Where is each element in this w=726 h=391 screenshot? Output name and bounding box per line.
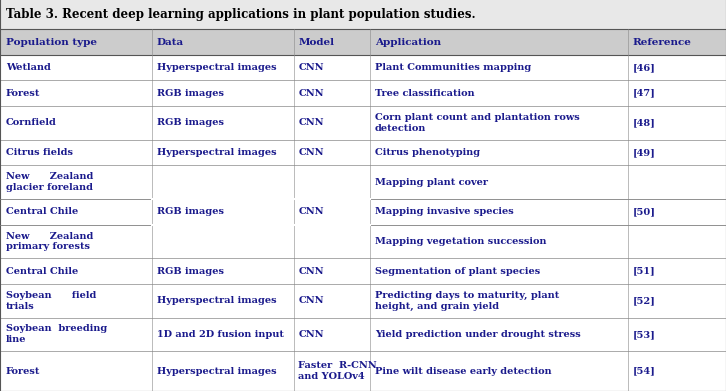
Text: Population type: Population type <box>6 38 97 47</box>
Text: CNN: CNN <box>298 148 324 157</box>
Text: Yield prediction under drought stress: Yield prediction under drought stress <box>375 330 580 339</box>
Text: Data: Data <box>157 38 184 47</box>
Text: Central Chile: Central Chile <box>6 207 78 216</box>
Text: Cornfield: Cornfield <box>6 118 57 127</box>
Text: [47]: [47] <box>632 89 656 98</box>
Text: Wetland: Wetland <box>6 63 51 72</box>
Text: Mapping invasive species: Mapping invasive species <box>375 207 513 216</box>
Text: Application: Application <box>375 38 441 47</box>
Text: RGB images: RGB images <box>157 118 224 127</box>
Text: [48]: [48] <box>632 118 656 127</box>
Bar <box>0 0 726 29</box>
Text: Faster  R-CNN
and YOLOv4: Faster R-CNN and YOLOv4 <box>298 361 377 381</box>
Text: Mapping plant cover: Mapping plant cover <box>375 178 488 187</box>
Text: New      Zealand
glacier foreland: New Zealand glacier foreland <box>6 172 93 192</box>
Text: CNN: CNN <box>298 63 324 72</box>
Text: Soybean  breeding
line: Soybean breeding line <box>6 325 107 344</box>
Text: Hyperspectral images: Hyperspectral images <box>157 63 277 72</box>
Text: Mapping vegetation succession: Mapping vegetation succession <box>375 237 546 246</box>
Text: [51]: [51] <box>632 267 655 276</box>
Text: RGB images: RGB images <box>157 89 224 98</box>
Text: [52]: [52] <box>632 296 656 305</box>
Text: New      Zealand
primary forests: New Zealand primary forests <box>6 231 93 251</box>
Text: [50]: [50] <box>632 207 656 216</box>
Text: CNN: CNN <box>298 118 324 127</box>
Text: CNN: CNN <box>298 330 324 339</box>
Text: Soybean      field
trials: Soybean field trials <box>6 291 96 310</box>
Text: CNN: CNN <box>298 89 324 98</box>
Text: RGB images: RGB images <box>157 207 224 216</box>
Text: Corn plant count and plantation rows
detection: Corn plant count and plantation rows det… <box>375 113 579 133</box>
Text: Forest: Forest <box>6 367 40 376</box>
Text: CNN: CNN <box>298 207 324 216</box>
Text: Hyperspectral images: Hyperspectral images <box>157 367 277 376</box>
Text: Tree classification: Tree classification <box>375 89 474 98</box>
Text: [46]: [46] <box>632 63 656 72</box>
Text: Forest: Forest <box>6 89 40 98</box>
Text: Citrus phenotyping: Citrus phenotyping <box>375 148 480 157</box>
Text: Plant Communities mapping: Plant Communities mapping <box>375 63 531 72</box>
Text: 1D and 2D fusion input: 1D and 2D fusion input <box>157 330 284 339</box>
Text: [49]: [49] <box>632 148 656 157</box>
Text: [53]: [53] <box>632 330 656 339</box>
Bar <box>0 29 726 55</box>
Text: Reference: Reference <box>632 38 691 47</box>
Text: Hyperspectral images: Hyperspectral images <box>157 148 277 157</box>
Text: Central Chile: Central Chile <box>6 267 78 276</box>
Text: Pine wilt disease early detection: Pine wilt disease early detection <box>375 367 551 376</box>
Text: CNN: CNN <box>298 296 324 305</box>
Text: Predicting days to maturity, plant
height, and grain yield: Predicting days to maturity, plant heigh… <box>375 291 559 310</box>
Text: Model: Model <box>298 38 335 47</box>
Text: CNN: CNN <box>298 267 324 276</box>
Text: Citrus fields: Citrus fields <box>6 148 73 157</box>
Text: Table 3. Recent deep learning applications in plant population studies.: Table 3. Recent deep learning applicatio… <box>6 8 476 21</box>
Text: RGB images: RGB images <box>157 267 224 276</box>
Text: [54]: [54] <box>632 367 656 376</box>
Text: Hyperspectral images: Hyperspectral images <box>157 296 277 305</box>
Text: Segmentation of plant species: Segmentation of plant species <box>375 267 540 276</box>
